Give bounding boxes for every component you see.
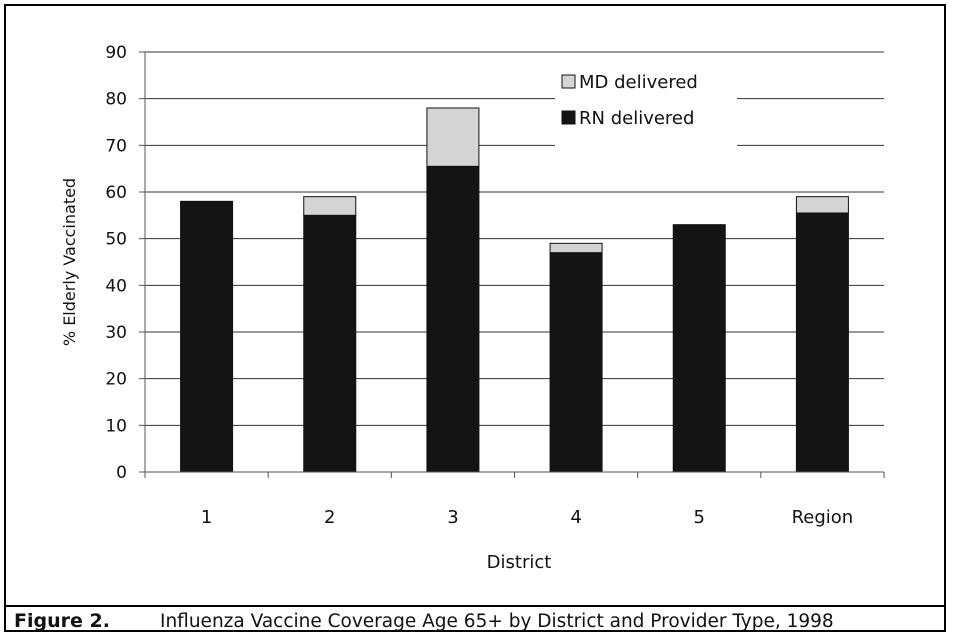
x-tick-label: 1 <box>201 507 212 528</box>
y-tick-label: 70 <box>105 136 127 156</box>
legend-swatch <box>561 110 576 125</box>
x-axis-label: District <box>487 552 552 573</box>
x-tick-label: 3 <box>447 507 458 528</box>
y-tick-label: 30 <box>105 323 127 343</box>
bar-segment <box>795 196 849 214</box>
y-tick-label: 90 <box>105 43 127 63</box>
caption-label: Figure 2. <box>14 610 110 632</box>
bars <box>180 107 849 473</box>
caption-text: Influenza Vaccine Coverage Age 65+ by Di… <box>160 611 834 632</box>
y-tick-label: 80 <box>105 90 127 110</box>
y-tick-label: 0 <box>116 463 127 483</box>
bar-segment <box>549 252 603 473</box>
bar-segment <box>672 224 726 473</box>
legend-label: RN delivered <box>579 108 694 129</box>
legend: MD delivered RN delivered <box>555 64 737 164</box>
bar-segment <box>549 242 603 254</box>
x-tick-label: 4 <box>570 507 581 528</box>
bar-segment <box>303 214 357 473</box>
x-tick-label: 5 <box>694 507 705 528</box>
bar-segment <box>426 107 480 167</box>
bar-segment <box>426 165 480 473</box>
legend-swatch <box>561 74 576 89</box>
legend-box <box>555 64 737 164</box>
axes <box>144 52 885 478</box>
y-tick-label: 10 <box>105 416 127 436</box>
x-tick-label: Region <box>792 507 854 528</box>
bar-segment <box>795 212 849 473</box>
y-tick-label: 50 <box>105 230 127 250</box>
legend-label: MD delivered <box>579 72 698 93</box>
gridlines <box>139 51 884 473</box>
y-tick-label: 20 <box>105 370 127 390</box>
bar-segment <box>303 196 357 216</box>
y-tick-label: 40 <box>105 276 127 296</box>
tick-labels: 0 10 20 30 40 50 60 70 80 90 1 2 3 4 5 Region <box>105 43 853 528</box>
bar-segment <box>180 200 234 473</box>
y-tick-label: 60 <box>105 183 127 203</box>
x-tick-label: 2 <box>324 507 335 528</box>
y-axis-label: % Elderly Vaccinated <box>60 178 79 346</box>
